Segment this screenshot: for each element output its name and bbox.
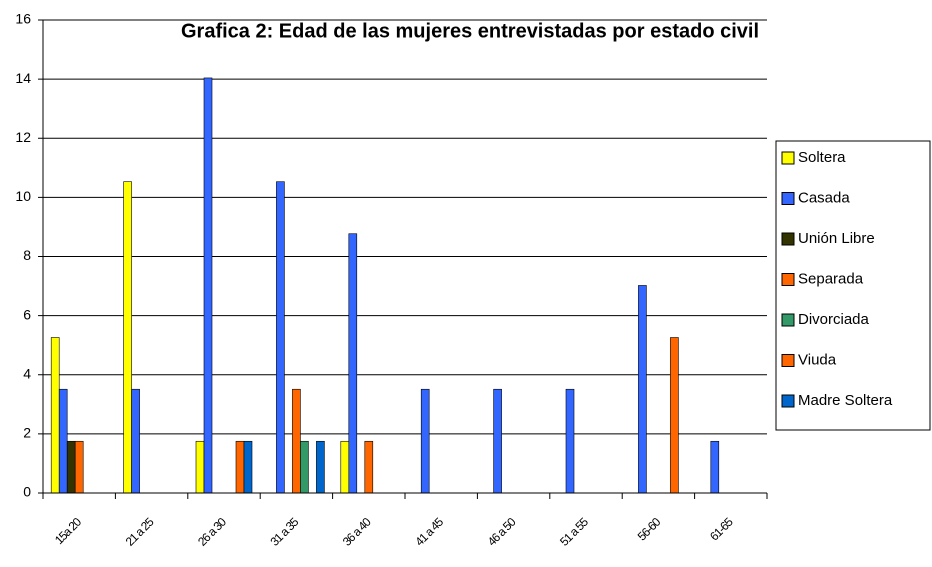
x-tick-label: 26 a 30 [195,515,229,549]
chart-title: Grafica 2: Edad de las mujeres entrevist… [181,20,759,42]
bar [292,388,301,494]
legend-swatch [781,394,795,408]
bar [123,181,132,494]
y-tick-label: 12 [15,129,31,145]
y-tick-label: 10 [15,188,31,204]
legend-label: Unión Libre [798,230,875,247]
bar [493,388,502,494]
y-tick-label: 4 [23,365,31,381]
bar [74,440,84,494]
legend-box [775,140,931,431]
legend-swatch [781,232,795,246]
x-tick-label: 56-60 [635,515,664,544]
x-tick-label: 51 a 55 [557,515,591,549]
bar [58,388,68,494]
bar [66,440,76,494]
x-tick-label: 46 a 50 [485,515,519,549]
bar [300,440,309,494]
bar [348,233,358,494]
y-tick-label: 2 [23,425,31,441]
bar [565,388,575,494]
y-tick-label: 16 [15,11,31,27]
x-tick-label: 15a 20 [52,515,85,548]
y-tick-label: 8 [23,247,31,263]
legend-swatch [781,354,795,367]
bar [364,440,374,494]
x-tick-label: 31 a 35 [267,515,301,549]
bar [50,337,60,494]
legend-label: Soltera [798,149,846,166]
bar [638,285,647,494]
y-tick-label: 6 [23,306,31,322]
bar [243,440,253,494]
bar [340,440,350,494]
x-tick-label: 41 a 45 [412,515,446,549]
x-tick-label: 61-65 [707,515,736,544]
legend-swatch [781,313,795,327]
bar [195,440,205,494]
bar [203,77,213,494]
bar [235,440,245,494]
legend-label: Separada [798,270,864,287]
bar [710,440,720,494]
bar [316,440,325,494]
x-tick-label: 21 a 25 [123,515,157,549]
legend-label: Casada [798,189,850,206]
y-tick-label: 0 [23,484,31,500]
legend-label: Madre Soltera [798,392,893,409]
legend-swatch [781,273,795,286]
bar [131,388,140,494]
bar [670,337,679,494]
legend-label: Divorciada [798,311,870,328]
y-tick-label: 14 [15,70,31,86]
legend-label: Viuda [798,351,837,368]
bar [420,388,430,494]
legend-swatch [781,192,795,205]
bar [276,181,285,494]
x-tick-label: 36 a 40 [340,515,374,549]
legend-swatch [781,151,795,165]
